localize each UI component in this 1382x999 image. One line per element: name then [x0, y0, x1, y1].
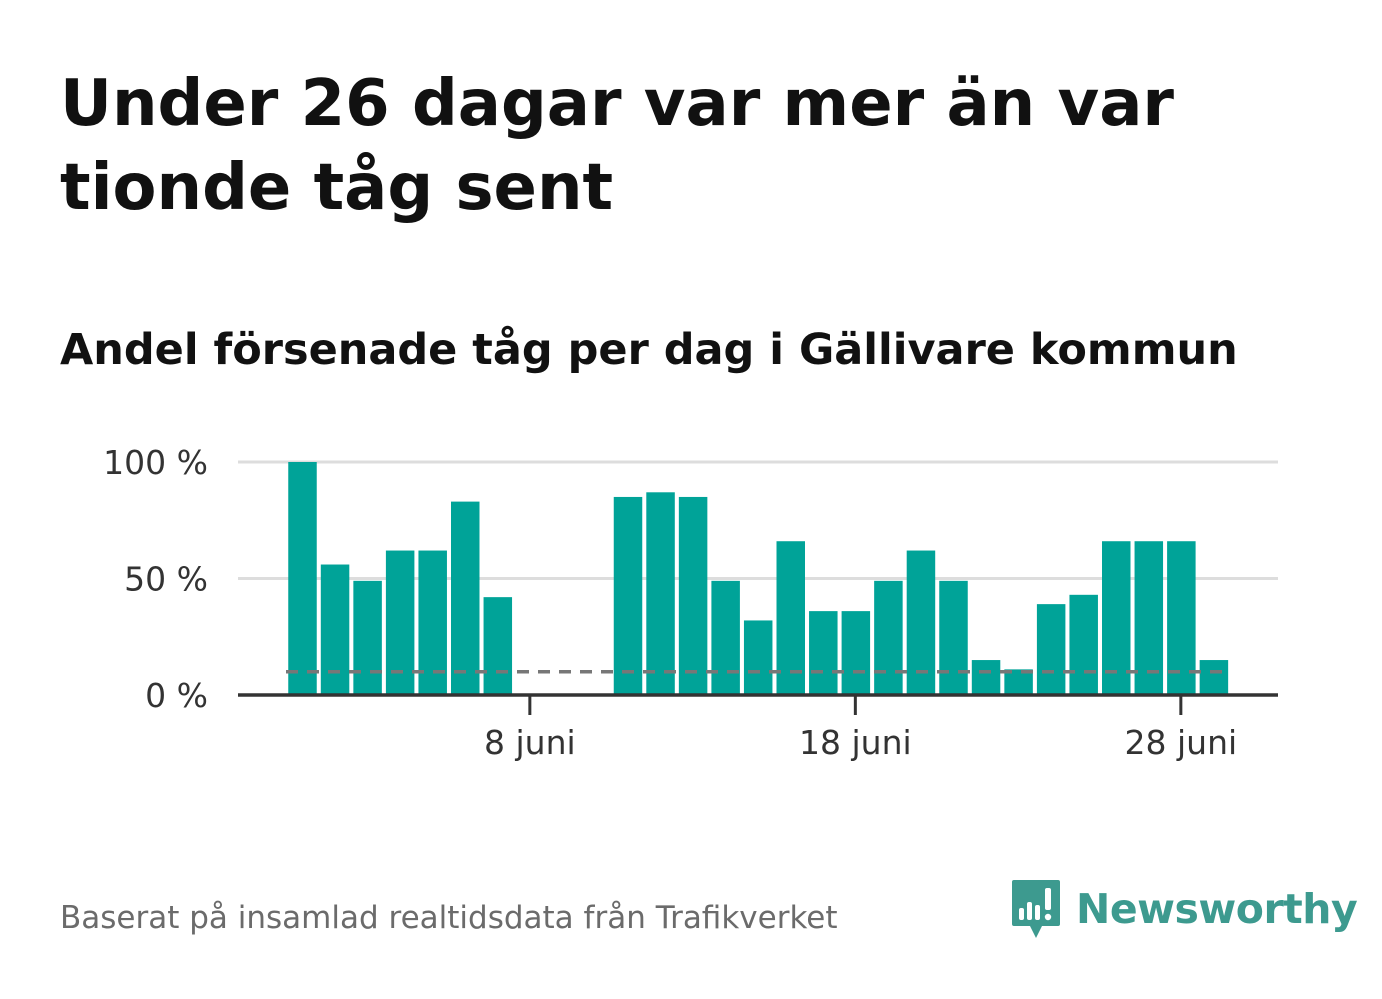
bars — [288, 462, 1229, 695]
x-tick-label: 28 juni — [1125, 723, 1238, 762]
chart-subtitle: Andel försenade tåg per dag i Gällivare … — [60, 325, 1238, 375]
x-tick-label: 8 juni — [484, 723, 576, 762]
bar — [1102, 541, 1131, 695]
bar — [678, 496, 708, 695]
y-tick-label: 0 % — [145, 676, 208, 715]
bar — [320, 564, 350, 695]
bar — [776, 541, 805, 695]
bar — [483, 597, 513, 695]
bar — [841, 611, 871, 695]
bar — [1167, 541, 1196, 695]
bar — [1069, 594, 1098, 695]
bar — [646, 492, 675, 695]
chart-title: Under 26 dagar var mer än var tionde tåg… — [60, 67, 1174, 225]
bar — [874, 580, 903, 695]
x-tick-label: 18 juni — [799, 723, 912, 762]
bar — [288, 462, 317, 695]
bar — [353, 580, 382, 695]
bar — [1134, 541, 1164, 695]
bar — [1004, 669, 1033, 695]
newsworthy-logo-text: Newsworthy — [1076, 885, 1358, 933]
bar — [613, 496, 643, 695]
newsworthy-logo: Newsworthy — [1010, 878, 1358, 940]
bar — [1036, 604, 1066, 695]
bar — [809, 611, 838, 695]
source-note: Baserat på insamlad realtidsdata från Tr… — [60, 900, 838, 936]
y-axis-ticks: 0 % 50 % 100 % — [103, 443, 208, 715]
y-tick-label: 100 % — [103, 443, 208, 482]
bar — [743, 620, 773, 695]
bar — [939, 580, 968, 695]
newsworthy-logo-icon — [1012, 880, 1060, 938]
x-axis-ticks: 8 juni 18 juni 28 juni — [484, 695, 1237, 762]
bar — [711, 580, 740, 695]
bar — [971, 660, 1001, 695]
bar — [1199, 660, 1229, 695]
y-tick-label: 50 % — [124, 560, 208, 599]
bar — [451, 501, 480, 695]
